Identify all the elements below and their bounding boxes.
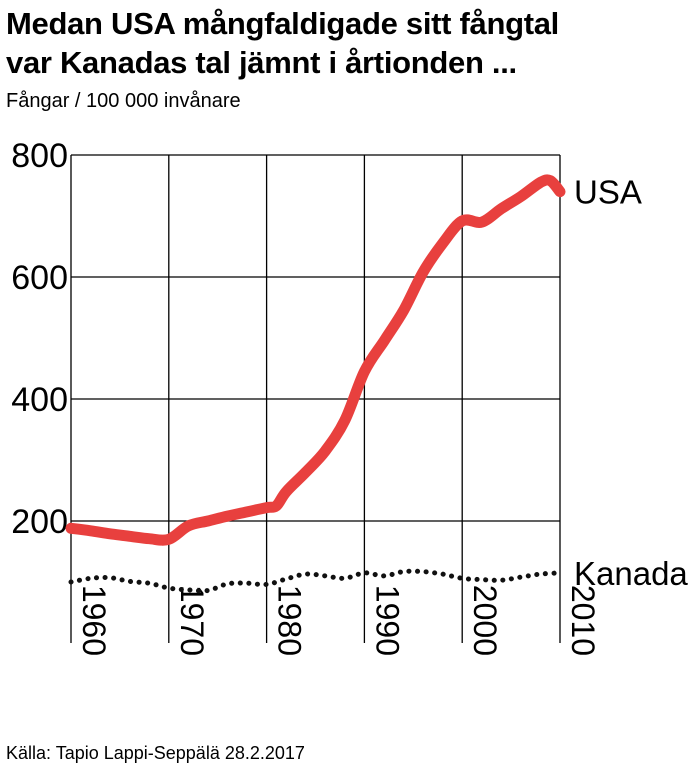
tick-labels: 200 400 600 800 1960 1970 1980 1990 2000 2010 bbox=[11, 137, 601, 656]
x-tick-label: 2010 bbox=[565, 585, 601, 656]
y-tick-label: 600 bbox=[11, 259, 68, 297]
x-tick-label: 1990 bbox=[369, 585, 405, 656]
x-tick-label: 2000 bbox=[467, 585, 503, 656]
series-label-usa: USA bbox=[574, 174, 642, 211]
x-tick-label: 1970 bbox=[174, 585, 210, 656]
chart-title: Medan USA mångfaldigade sitt fångtal var… bbox=[6, 4, 696, 82]
series-label-kanada: Kanada bbox=[574, 555, 688, 592]
y-axis-unit-label: Fångar / 100 000 invånare bbox=[6, 90, 241, 112]
series-line-kanada bbox=[68, 568, 563, 594]
grid bbox=[70, 154, 561, 643]
chart-title-line-2: var Kanadas tal jämnt i årtionden ... bbox=[6, 45, 517, 80]
source-note: Källa: Tapio Lappi-Seppälä 28.2.2017 bbox=[6, 743, 305, 763]
y-tick-label: 400 bbox=[11, 381, 68, 419]
series-lines bbox=[65, 174, 566, 594]
series-labels: USA Kanada bbox=[574, 174, 688, 592]
chart-title-line-1: Medan USA mångfaldigade sitt fångtal bbox=[6, 6, 559, 41]
y-tick-label: 800 bbox=[11, 137, 68, 175]
series-line-usa bbox=[65, 174, 566, 546]
x-tick-label: 1980 bbox=[272, 585, 308, 656]
x-tick-label: 1960 bbox=[76, 585, 112, 656]
y-tick-label: 200 bbox=[11, 503, 68, 541]
